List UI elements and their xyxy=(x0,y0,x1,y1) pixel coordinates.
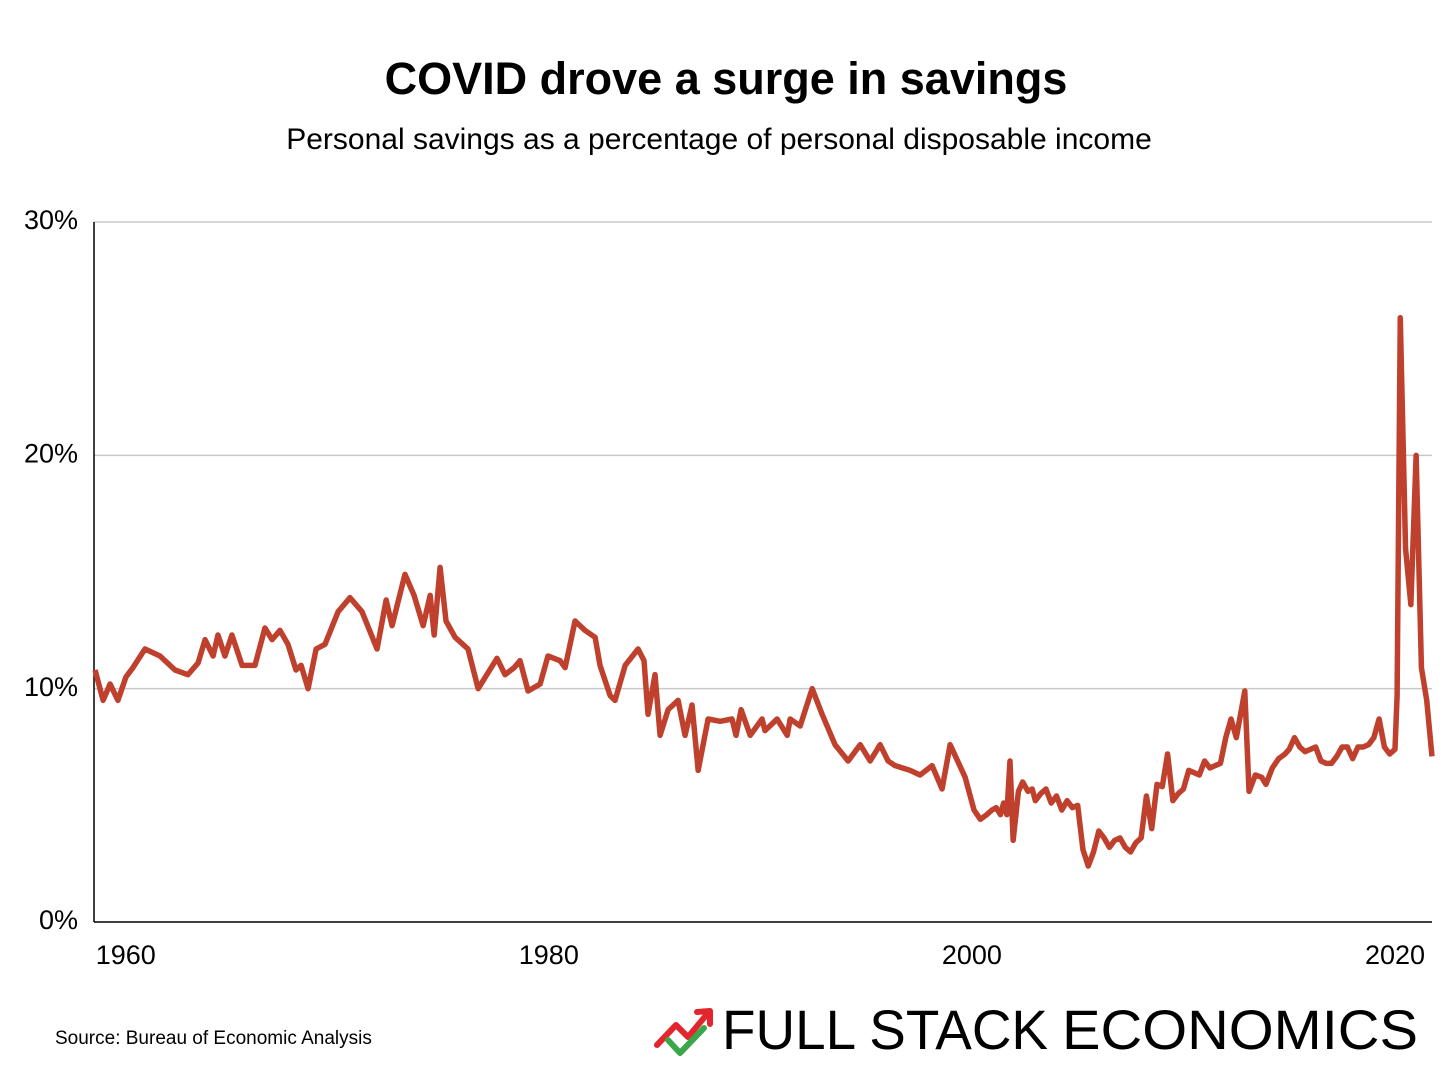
logo-text: FULL STACK xyxy=(722,998,1048,1061)
y-tick-label: 30% xyxy=(24,205,78,235)
y-tick-label: 10% xyxy=(24,672,78,702)
logo-text: ECONOMICS xyxy=(1062,998,1418,1061)
logo-icon xyxy=(654,1008,713,1056)
logo-check xyxy=(665,1025,707,1056)
x-tick-label: 2000 xyxy=(942,940,1002,970)
chart-title: COVID drove a surge in savings xyxy=(385,53,1068,104)
chart-subtitle: Personal savings as a percentage of pers… xyxy=(286,123,1152,156)
logo-arrow xyxy=(654,1010,711,1048)
logo-arrowhead xyxy=(694,1008,713,1027)
data-line xyxy=(92,314,1435,869)
x-tick-label: 1980 xyxy=(519,940,579,970)
y-tick-label: 20% xyxy=(24,438,78,468)
x-tick-label: 2020 xyxy=(1365,940,1425,970)
x-tick-label: 1960 xyxy=(96,940,156,970)
y-tick-label: 0% xyxy=(39,905,78,935)
source-note: Source: Bureau of Economic Analysis xyxy=(55,1028,372,1049)
